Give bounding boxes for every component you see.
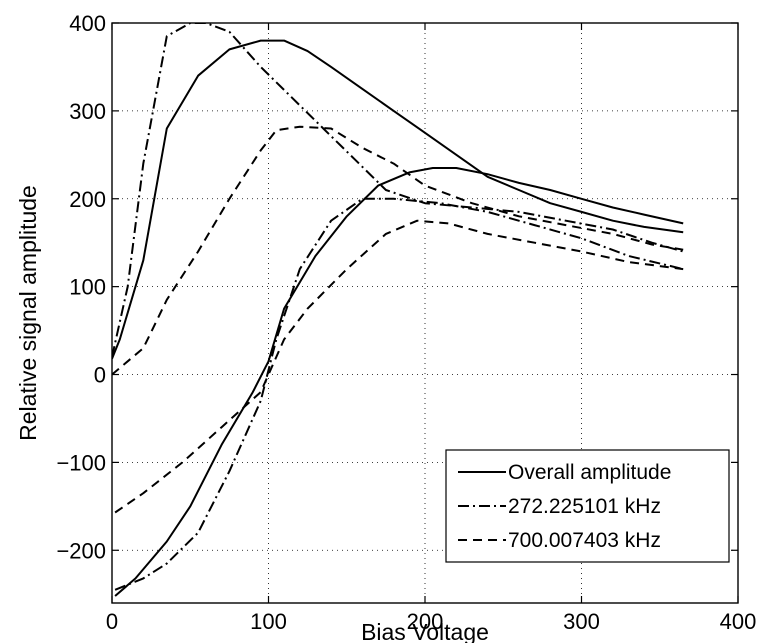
legend: Overall amplitude 272.225101 kHz 700.00740… — [445, 449, 730, 563]
legend-label: 272.225101 kHz — [508, 495, 661, 518]
series-group — [112, 23, 684, 597]
x-tick-label: 400 — [720, 609, 757, 634]
series-line-1 — [112, 39, 684, 360]
series-line-3 — [112, 23, 684, 358]
legend-label: 700.007403 kHz — [508, 529, 661, 552]
x-tick-label: 100 — [250, 609, 287, 634]
x-tick-label: 200 — [407, 609, 444, 634]
y-tick-label: 100 — [69, 275, 106, 300]
series-line-6 — [114, 219, 684, 514]
series-line-2 — [114, 167, 684, 597]
y-tick-label: 300 — [69, 99, 106, 124]
y-tick-label: 0 — [94, 363, 106, 388]
x-tick-label: 0 — [106, 609, 118, 634]
y-tick-label: 400 — [69, 11, 106, 36]
legend-box — [445, 449, 730, 563]
series-line-4 — [114, 197, 684, 591]
axis-ticks: 0 100 200 300 400 −200 −100 0 100 200 300 400 — [56, 11, 756, 634]
y-axis-label: Relative signal amplitude — [15, 185, 41, 441]
legend-label: Overall amplitude — [508, 461, 671, 484]
x-tick-label: 300 — [563, 609, 600, 634]
x-axis-label: Bias Voltage — [361, 619, 489, 643]
y-tick-label: −100 — [56, 450, 106, 475]
y-tick-label: −200 — [56, 538, 106, 563]
grid-lines — [112, 22, 738, 603]
series-line-5 — [112, 125, 684, 376]
y-tick-label: 200 — [69, 187, 106, 212]
